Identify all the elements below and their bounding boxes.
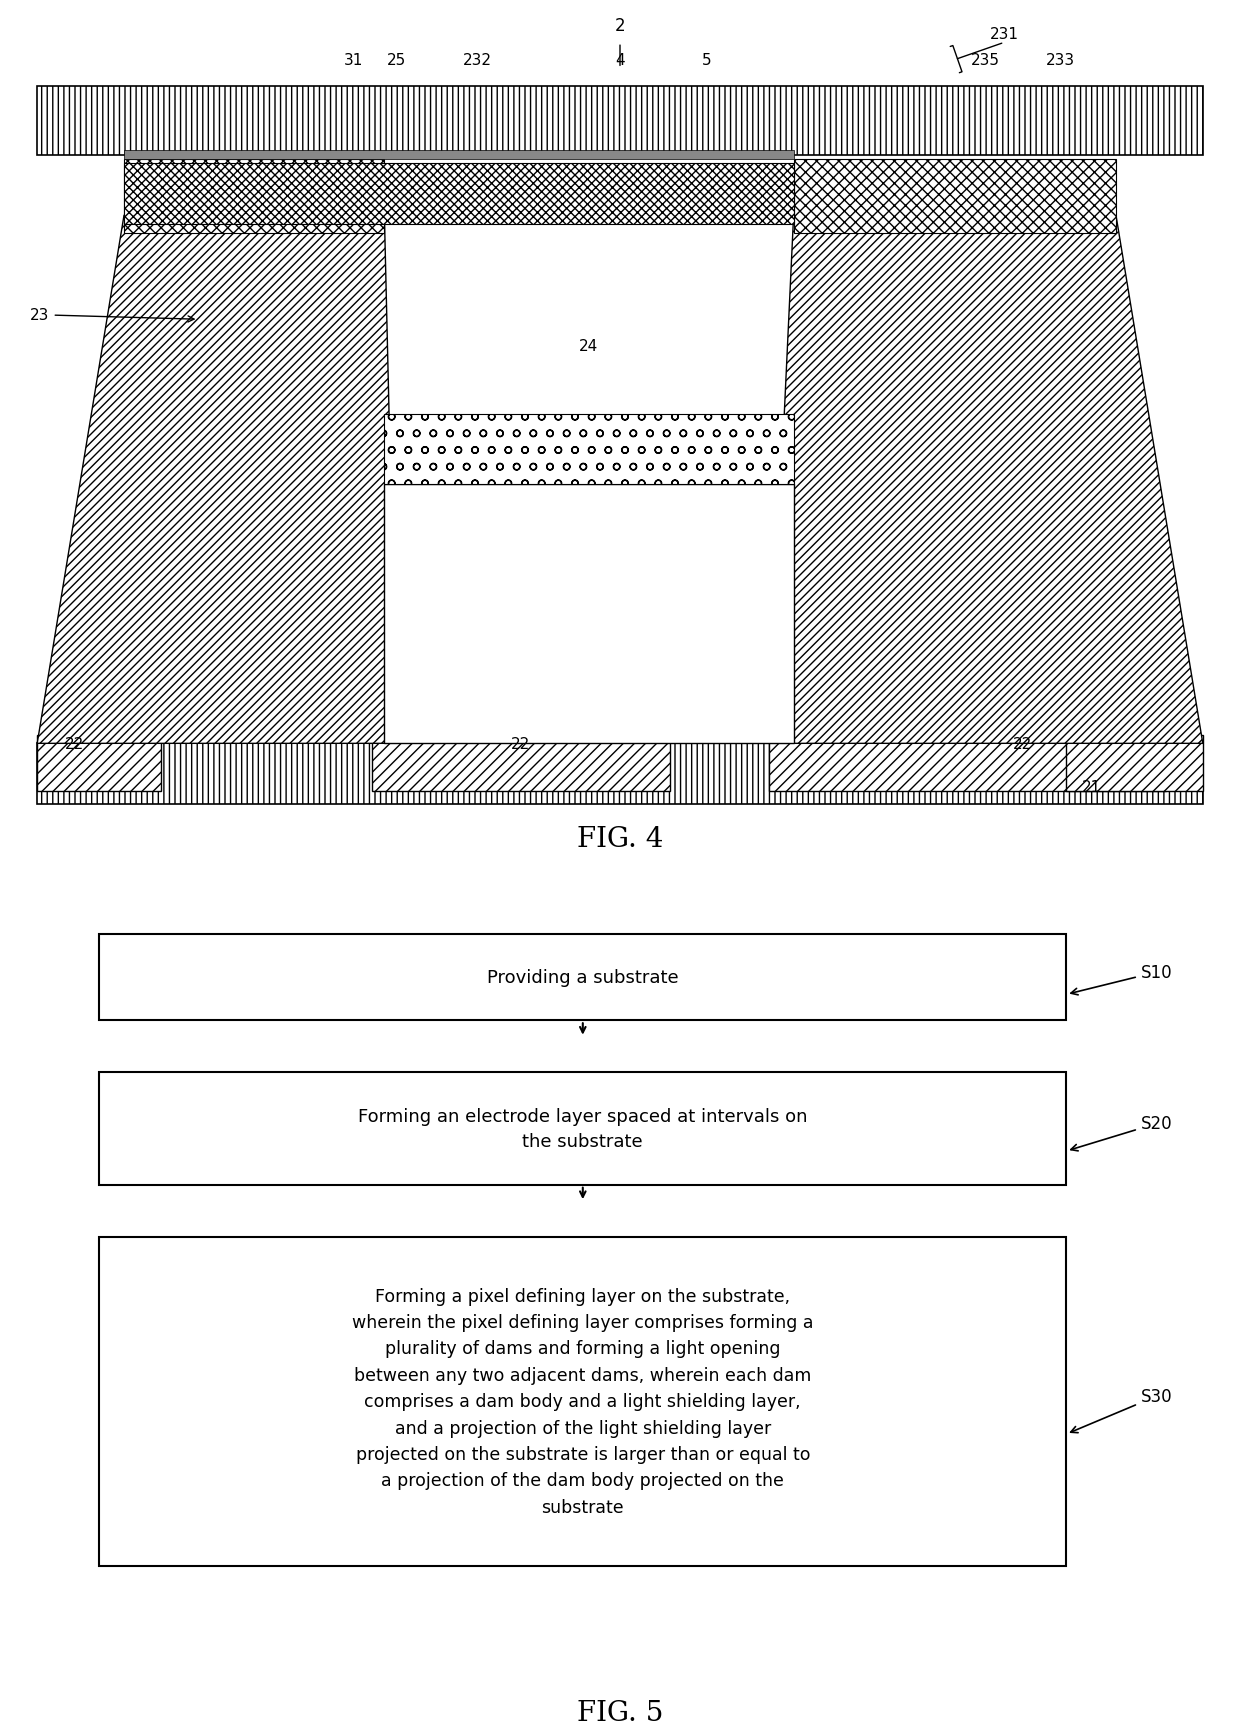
Text: 235: 235: [971, 54, 1001, 67]
FancyBboxPatch shape: [769, 735, 1166, 792]
Bar: [99, 1073, 1066, 1185]
FancyBboxPatch shape: [372, 735, 670, 792]
FancyBboxPatch shape: [794, 161, 1116, 234]
Text: 2: 2: [615, 17, 625, 35]
Text: 23: 23: [30, 308, 195, 324]
Text: Forming a pixel defining layer on the substrate,
wherein the pixel defining laye: Forming a pixel defining layer on the su…: [352, 1287, 813, 1515]
Text: 233: 233: [1045, 54, 1075, 67]
Text: 231: 231: [990, 28, 1019, 42]
FancyBboxPatch shape: [384, 484, 794, 744]
Text: Forming an electrode layer spaced at intervals on
the substrate: Forming an electrode layer spaced at int…: [358, 1107, 807, 1150]
Text: 232: 232: [463, 54, 492, 67]
Text: 21: 21: [1081, 780, 1101, 794]
Text: 22: 22: [64, 737, 84, 751]
Text: S20: S20: [1071, 1114, 1173, 1150]
Text: 4: 4: [615, 54, 625, 67]
Text: 25: 25: [387, 54, 407, 67]
FancyBboxPatch shape: [37, 744, 1203, 804]
Text: 22: 22: [1013, 737, 1033, 751]
FancyBboxPatch shape: [124, 164, 794, 225]
FancyBboxPatch shape: [124, 151, 794, 161]
Text: S10: S10: [1071, 964, 1173, 995]
Text: 31: 31: [343, 54, 363, 67]
Text: FIG. 4: FIG. 4: [577, 825, 663, 853]
Polygon shape: [769, 216, 1203, 744]
FancyBboxPatch shape: [37, 735, 161, 792]
Text: Providing a substrate: Providing a substrate: [487, 969, 678, 986]
FancyBboxPatch shape: [37, 86, 1203, 156]
FancyBboxPatch shape: [1066, 735, 1203, 792]
Text: 5: 5: [702, 54, 712, 67]
FancyBboxPatch shape: [384, 415, 794, 484]
FancyBboxPatch shape: [124, 161, 384, 234]
Text: FIG. 5: FIG. 5: [577, 1699, 663, 1727]
Text: 24: 24: [579, 339, 599, 353]
Text: S30: S30: [1070, 1387, 1173, 1432]
Bar: [99, 1237, 1066, 1566]
Text: 22: 22: [511, 737, 531, 751]
Bar: [99, 934, 1066, 1021]
Polygon shape: [37, 216, 397, 744]
